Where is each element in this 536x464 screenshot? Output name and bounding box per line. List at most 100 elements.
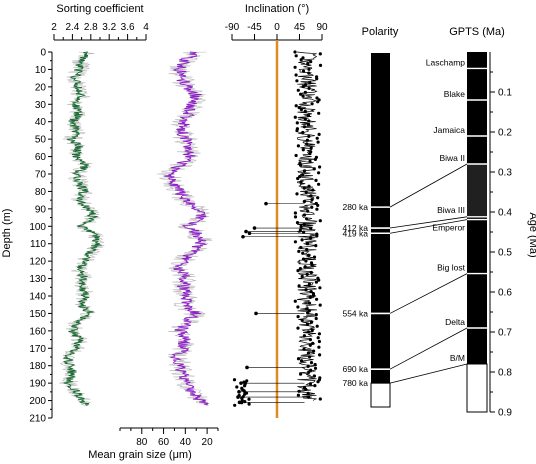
inclination-point <box>313 384 317 388</box>
inclination-point <box>312 349 316 353</box>
inclination-point <box>301 173 305 177</box>
inclination-point <box>296 326 300 330</box>
gpts-column: Laschamp Blake Jamaica Biwa II Biwa III Emper… <box>426 52 512 419</box>
inclination-point <box>307 123 311 127</box>
inclination-point <box>317 339 321 344</box>
reversal-point <box>245 365 249 370</box>
inclination-point <box>318 219 322 223</box>
inclination-point <box>300 318 304 322</box>
inclination-point <box>293 299 297 303</box>
inclination-point <box>316 100 320 104</box>
depth-tick-label: 30 <box>35 100 47 111</box>
reversal-point <box>244 229 248 234</box>
inclination-point <box>308 81 312 85</box>
inclination-point <box>305 242 309 246</box>
inclination-point <box>299 359 304 363</box>
reversal-point <box>237 390 241 394</box>
depth-tick-label: 90 <box>35 204 47 215</box>
inclination-point <box>317 171 321 175</box>
inclination-point <box>310 205 314 209</box>
mean-grain-line <box>163 51 209 406</box>
polarity-boundary-label: 419 ka <box>342 228 368 238</box>
inclination-point <box>303 117 307 121</box>
sorting-tick-label: 2.8 <box>84 22 98 33</box>
inclination-point <box>299 92 303 96</box>
age-tick-label: 0.8 <box>498 368 512 379</box>
inclination-point <box>309 270 313 275</box>
inclination-point <box>299 180 303 184</box>
inclination-point <box>309 194 313 198</box>
depth-tick-label: 0 <box>40 48 46 59</box>
inclination-point <box>314 280 318 284</box>
mean-grain-tick-label: 60 <box>158 437 170 448</box>
inclination-point <box>314 316 318 321</box>
gpts-event-label: Jamaica <box>433 125 465 135</box>
inclination-point <box>302 334 306 338</box>
mean-grain-tick-label: 80 <box>136 437 148 448</box>
grain-panel-axes: 0 10 20 30 40 50 60 70 80 90 100 110 120 130 140 150 160… <box>29 22 219 448</box>
gpts-event-label: Biwa III <box>437 205 465 215</box>
inclination-point <box>308 338 312 342</box>
inclination-point <box>295 121 299 125</box>
polarity-title: Polarity <box>362 26 399 38</box>
inclination-point <box>305 322 309 326</box>
inclination-point <box>307 86 311 90</box>
inclination-point <box>311 341 315 345</box>
inclination-point <box>308 295 312 299</box>
inclination-point <box>314 313 318 317</box>
inclination-point <box>295 79 299 83</box>
inclination-point <box>307 253 311 257</box>
inclination-point <box>318 63 323 67</box>
depth-tick-label: 20 <box>35 82 47 93</box>
inclination-tick-label: -90 <box>225 22 240 33</box>
inclination-point <box>310 263 314 267</box>
depth-tick-label: 130 <box>29 274 46 285</box>
depth-tick-label: 150 <box>29 309 46 320</box>
reversed-cluster-point <box>235 385 239 389</box>
inclination-point <box>302 222 306 227</box>
depth-tick-label: 140 <box>29 292 46 303</box>
inclination-point <box>317 345 321 349</box>
inclination-point <box>318 353 322 357</box>
sorting-tick-label: 4 <box>143 22 149 33</box>
inclination-point <box>315 297 319 301</box>
inclination-axis-title: Inclination (°) <box>245 3 309 15</box>
inclination-point <box>304 83 308 87</box>
inclination-point <box>306 391 310 395</box>
inclination-point <box>301 257 306 261</box>
inclination-point <box>307 134 311 138</box>
depth-tick-label: 170 <box>29 344 46 355</box>
inclination-point <box>293 240 297 244</box>
inclination-point <box>310 198 314 202</box>
inclination-point <box>315 324 319 328</box>
reversal-point <box>254 311 258 316</box>
inclination-point <box>313 366 318 370</box>
inclination-point <box>311 188 315 192</box>
connector-line <box>389 273 468 314</box>
inclination-point <box>297 389 301 393</box>
polarity-boundary-label: 554 ka <box>342 308 368 318</box>
reversed-cluster-point <box>247 397 251 401</box>
gpts-event-label: Big lost <box>437 263 466 273</box>
polarity-reversed-column <box>370 382 391 408</box>
reversed-cluster-point <box>240 401 244 405</box>
depth-tick-label: 200 <box>29 396 46 407</box>
inclination-point <box>293 65 297 69</box>
inclination-point <box>307 71 311 75</box>
inclination-point <box>308 382 313 386</box>
gpts-event-label: Blake <box>444 89 466 99</box>
inclination-point <box>308 159 312 163</box>
gpts-event-label: Delta <box>445 317 465 327</box>
polarity-boundary-label: 280 ka <box>342 202 368 212</box>
inclination-point <box>307 370 311 374</box>
inclination-point <box>313 157 317 161</box>
depth-tick-label: 100 <box>29 222 46 233</box>
mean-grain-tick-label: 40 <box>180 437 192 448</box>
inclination-point <box>310 328 314 332</box>
reversed-cluster-point <box>247 402 251 406</box>
polarity-gpts-connectors <box>389 163 468 384</box>
inclination-point <box>305 138 309 142</box>
inclination-point <box>315 136 319 140</box>
inclination-point <box>313 362 317 367</box>
inclination-point <box>305 247 309 252</box>
